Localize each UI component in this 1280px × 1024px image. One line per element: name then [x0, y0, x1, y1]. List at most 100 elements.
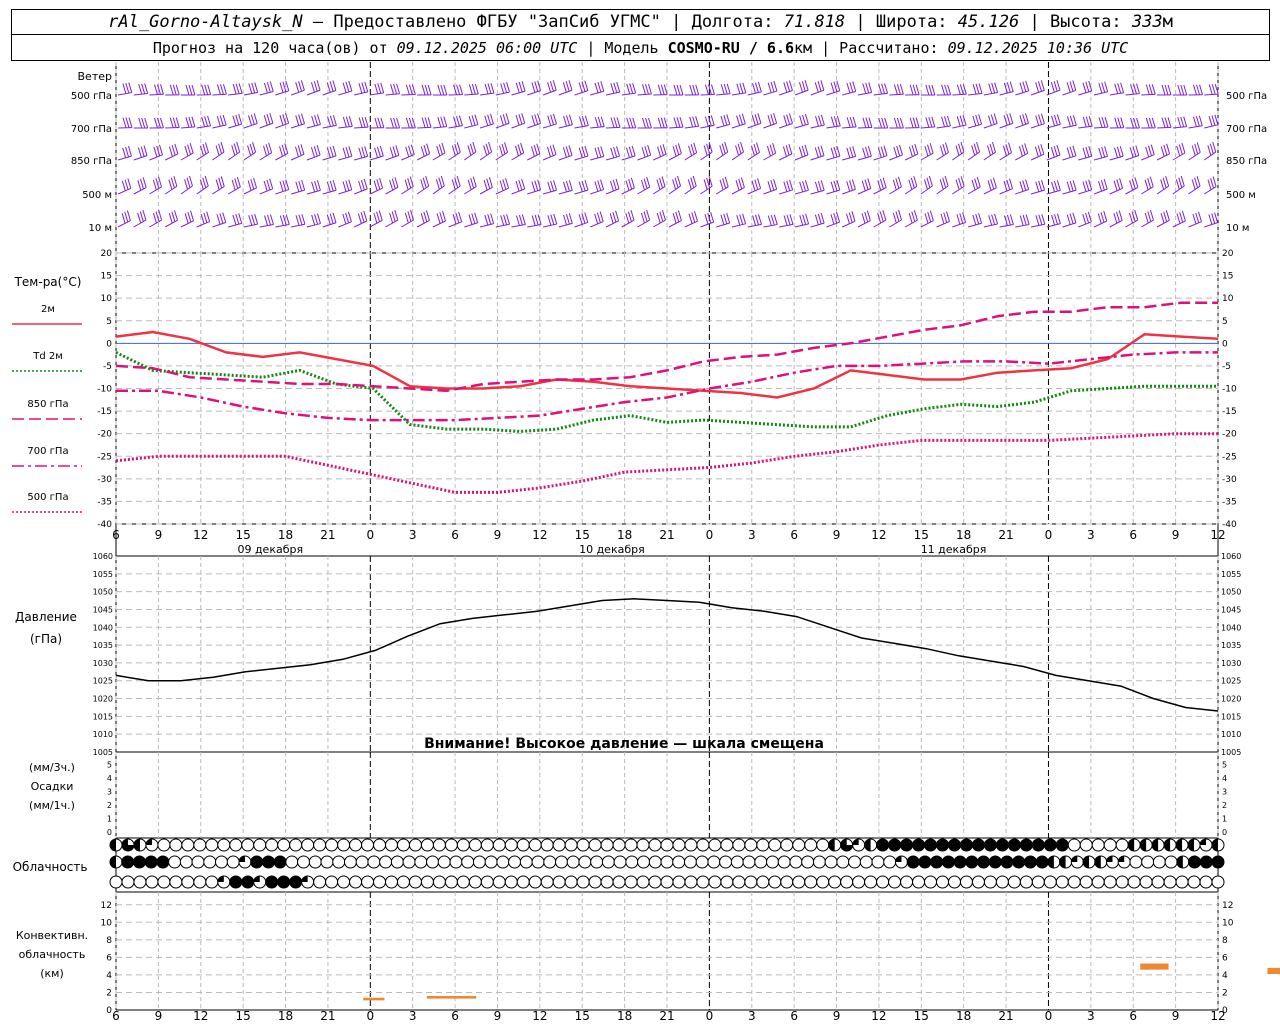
- wind-barb-flag: [562, 82, 567, 93]
- wind-barb-flag: [233, 143, 238, 154]
- wind-barb: [369, 187, 383, 195]
- wind-barb-flag: [189, 142, 194, 154]
- cloud-symbol: [504, 875, 518, 889]
- cloud-symbol: [169, 875, 183, 889]
- wind-barb-flag: [483, 180, 488, 191]
- wind-barb: [322, 222, 337, 228]
- wind-barb: [1062, 189, 1077, 195]
- wind-barb-flag: [946, 211, 950, 222]
- cloud-symbol: [1007, 838, 1021, 852]
- wind-barb-flag: [456, 84, 461, 95]
- wind-barb-flag: [326, 82, 331, 93]
- hour-tick-label: 6: [790, 1009, 798, 1023]
- wind-barb-flag: [215, 145, 220, 156]
- wind-barb-flag: [851, 179, 856, 190]
- wind-barb-flag: [140, 146, 145, 157]
- wind-barb-flag: [814, 181, 819, 193]
- wind-barb-flag: [625, 147, 630, 158]
- wind-barb-flag: [645, 117, 649, 129]
- wind-barb-flag: [720, 115, 725, 127]
- wind-barb: [716, 222, 730, 228]
- wind-barb-flag: [254, 82, 259, 93]
- wind-barb-flag: [708, 142, 713, 153]
- wind-barb-flag: [721, 143, 726, 154]
- wind-barb-flag: [879, 178, 884, 190]
- wind-barb-flag: [1145, 146, 1150, 158]
- cloud-symbol: [373, 875, 387, 889]
- wind-barb: [747, 187, 761, 195]
- wind-barb: [432, 185, 445, 195]
- y-tick-label: 0: [107, 828, 112, 837]
- cloud-symbol: [883, 855, 897, 869]
- wind-barb-flag: [504, 142, 509, 153]
- y-tick-label: 1055: [1221, 570, 1241, 579]
- wind-barb-flag: [453, 84, 458, 95]
- wind-barb-row: [117, 113, 1219, 129]
- wind-barb-flag: [925, 117, 930, 128]
- wind-barb-flag: [677, 143, 682, 154]
- y-tick-label: 1035: [1221, 641, 1241, 650]
- wind-barb: [952, 93, 967, 96]
- wind-barb: [731, 151, 744, 161]
- wind-barb-flag: [975, 83, 980, 94]
- wind-barb-flag: [421, 117, 426, 128]
- wind-barb-flag: [597, 180, 602, 191]
- wind-barb-flag: [786, 81, 791, 92]
- precip-unit-top: (мм/3ч.): [29, 761, 75, 774]
- wind-barb-flag: [389, 147, 394, 158]
- wind-barb-flag: [647, 83, 652, 95]
- hour-tick-label: 15: [575, 528, 590, 542]
- wind-barb-flag: [348, 179, 353, 190]
- wind-barb-flag: [991, 82, 996, 94]
- wind-barb: [1046, 189, 1061, 195]
- wind-barb-flag: [817, 213, 822, 225]
- cloud-symbol: [1000, 855, 1014, 869]
- wind-barb-flag: [663, 84, 668, 95]
- hour-tick-label: 15: [575, 1009, 590, 1023]
- wind-barb-flag: [1069, 213, 1074, 224]
- wind-barb: [1078, 155, 1092, 161]
- wind-barb-flag: [707, 115, 712, 127]
- wind-barb-flag: [597, 146, 602, 158]
- wind-barb: [637, 154, 651, 161]
- cloud-symbol: [924, 875, 938, 889]
- wind-barb-flag: [1082, 213, 1087, 225]
- cloud-symbol: [109, 875, 123, 889]
- wind-barb-flag: [865, 82, 870, 94]
- cloud-symbol: [540, 838, 554, 852]
- wind-barb-flag: [1018, 146, 1023, 157]
- wind-barb-flag: [615, 178, 620, 189]
- wind-barb-flag: [169, 84, 174, 96]
- cloud-symbol: [744, 875, 758, 889]
- cloud-symbol: [801, 855, 815, 869]
- wind-barb-flag: [616, 117, 621, 128]
- wind-barb-flag: [1024, 143, 1029, 154]
- cloud-symbol: [367, 855, 381, 869]
- wind-barb-flag: [880, 146, 885, 157]
- hour-tick-label: 12: [532, 1009, 547, 1023]
- wind-barb-flag: [534, 81, 539, 92]
- wind-barb-flag: [947, 115, 951, 127]
- wind-barb: [306, 223, 321, 228]
- cloud-symbol: [720, 838, 734, 852]
- wind-barb-flag: [389, 180, 394, 191]
- wind-barb-flag: [578, 214, 583, 225]
- cloud-symbol-fill: [1071, 856, 1078, 862]
- wind-barb-flag: [531, 82, 536, 93]
- wind-barb-flag: [656, 179, 661, 190]
- wind-barb: [1093, 188, 1108, 195]
- cloud-symbol: [289, 875, 303, 889]
- wind-barb-flag: [1034, 146, 1039, 157]
- wind-barb-flag: [1178, 144, 1183, 155]
- wind-barb-flag: [124, 211, 129, 223]
- wind-barb-flag: [345, 146, 350, 158]
- hour-tick-label: 12: [193, 1009, 208, 1023]
- wind-barb: [243, 123, 258, 129]
- wind-barb-flag: [206, 211, 211, 222]
- wind-barb-flag: [773, 179, 778, 190]
- cloud-symbol: [1188, 855, 1202, 869]
- y-tick-label: 8: [1222, 936, 1228, 946]
- wind-barb-flag: [329, 115, 334, 127]
- cloud-symbol: [888, 838, 902, 852]
- wind-barb-flag: [301, 179, 306, 191]
